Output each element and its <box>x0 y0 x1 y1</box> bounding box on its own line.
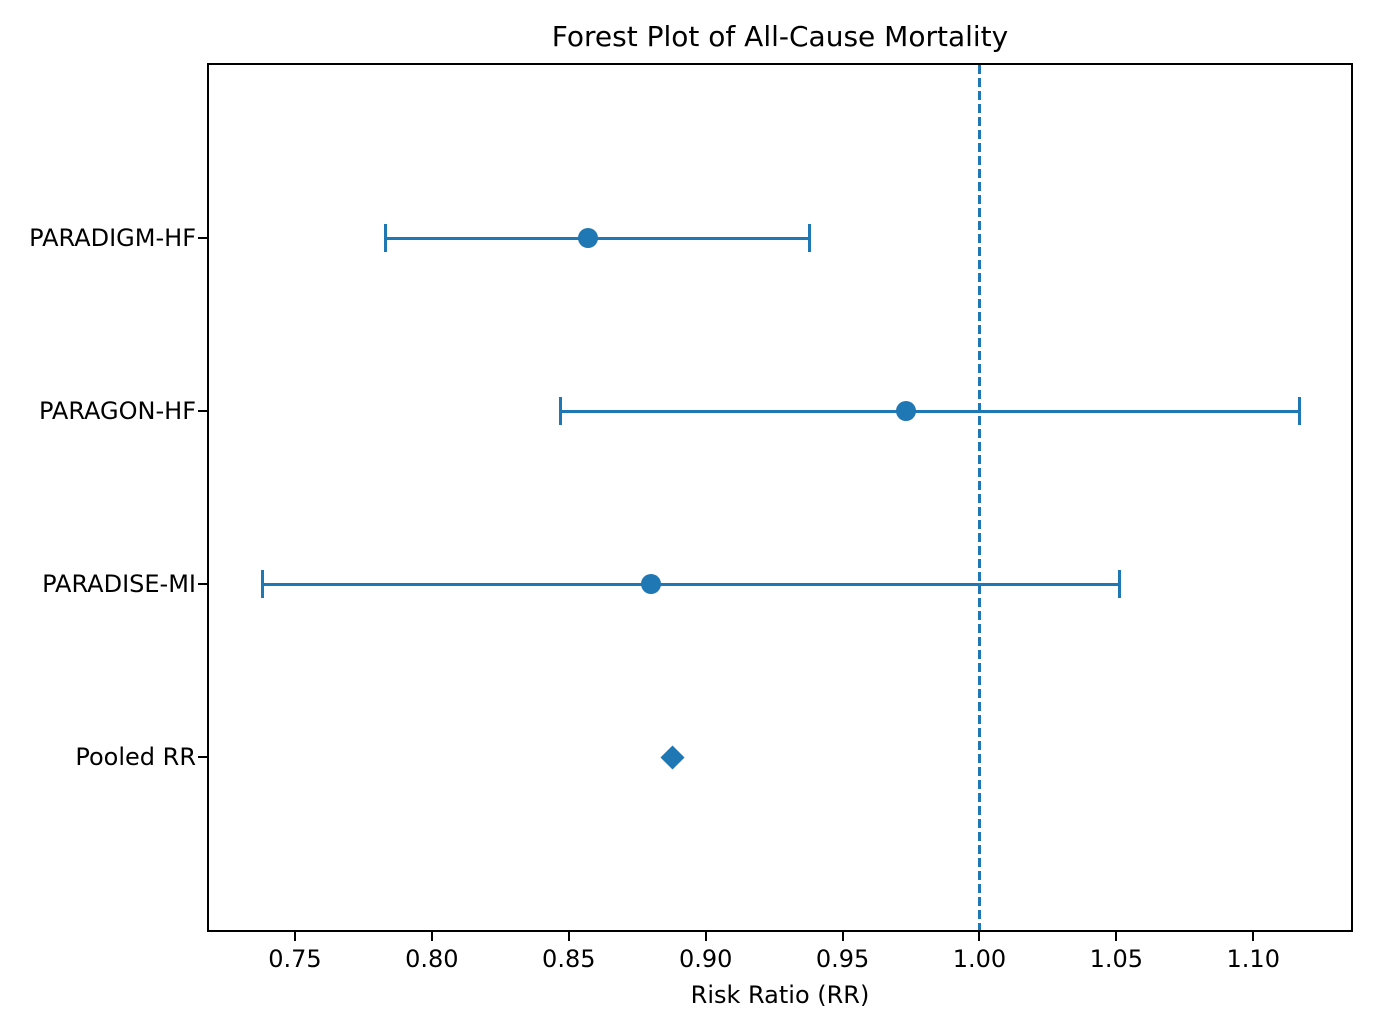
error-bar <box>262 582 1120 586</box>
x-tick-label: 0.90 <box>678 945 733 973</box>
error-bar-cap-left <box>383 224 387 252</box>
error-bar-cap-left <box>559 397 563 425</box>
error-bar <box>560 409 1300 413</box>
study-point-marker <box>640 574 661 594</box>
x-tick-mark <box>1115 932 1118 941</box>
y-tick-label: Pooled RR <box>75 743 196 771</box>
study-point-marker <box>577 228 598 248</box>
x-tick-label: 1.05 <box>1089 945 1144 973</box>
x-tick-mark <box>704 932 707 941</box>
x-tick-mark <box>841 932 844 941</box>
x-axis-label: Risk Ratio (RR) <box>690 981 870 1009</box>
x-tick-mark <box>567 932 570 941</box>
y-tick-mark <box>198 583 207 585</box>
x-tick-label: 0.80 <box>405 945 459 973</box>
error-bar-cap-right <box>1117 570 1121 598</box>
x-tick-label: 0.85 <box>542 945 596 973</box>
chart-title: Forest Plot of All-Cause Mortality <box>551 20 1009 53</box>
x-tick-label: 0.75 <box>268 945 322 973</box>
y-tick-label: PARADISE-MI <box>42 570 196 598</box>
error-bar-cap-right <box>1298 397 1302 425</box>
y-tick-mark <box>198 410 207 412</box>
y-tick-mark <box>198 756 207 758</box>
x-tick-mark <box>978 932 981 941</box>
pooled-diamond-marker <box>660 744 685 770</box>
x-tick-label: 1.10 <box>1226 945 1280 973</box>
x-tick-mark <box>430 932 433 941</box>
reference-line <box>977 65 981 930</box>
error-bar-cap-left <box>260 570 264 598</box>
x-tick-label: 1.00 <box>952 945 1007 973</box>
x-tick-mark <box>293 932 296 941</box>
error-bar-cap-right <box>808 224 812 252</box>
y-tick-label: PARAGON-HF <box>38 397 196 425</box>
study-point-marker <box>895 401 916 421</box>
x-tick-label: 0.95 <box>815 945 870 973</box>
y-tick-mark <box>198 237 207 239</box>
y-tick-label: PARADIGM-HF <box>29 224 196 252</box>
plot-area <box>207 63 1353 941</box>
x-tick-mark <box>1252 932 1255 941</box>
